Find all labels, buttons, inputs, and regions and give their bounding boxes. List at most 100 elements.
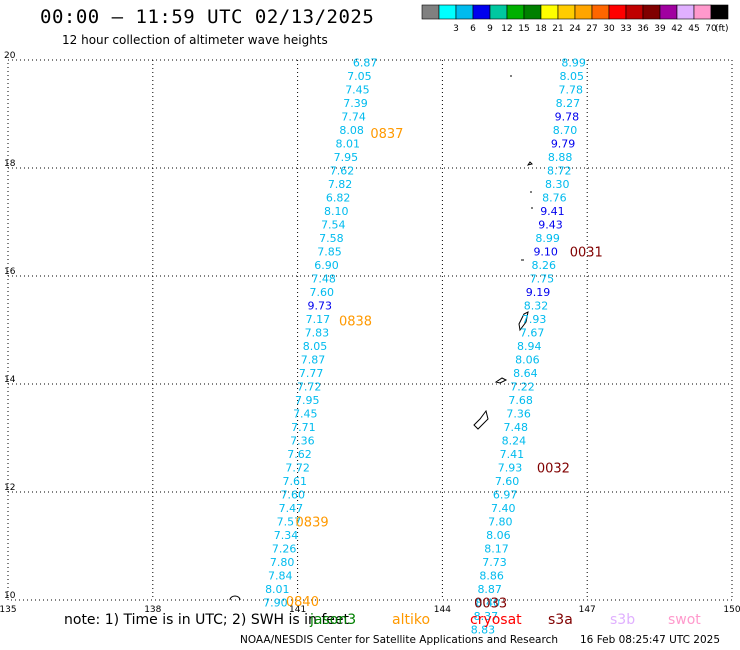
- page-title: 00:00 – 11:59 UTC 02/13/2025: [40, 6, 375, 28]
- mission-cryosat: cryosat: [470, 612, 522, 628]
- legend-tick-label: 36: [637, 24, 649, 34]
- wave-height-value: 7.72: [297, 381, 322, 394]
- wave-height-value: 8.37: [474, 610, 499, 623]
- wave-height-value: 7.39: [343, 97, 368, 110]
- wave-height-value: 7.45: [293, 408, 318, 421]
- wave-height-value: 7.78: [559, 84, 584, 97]
- wave-height-value: 7.61: [282, 475, 307, 488]
- wave-height-value: 8.24: [502, 435, 527, 448]
- legend-tick-label: 9: [487, 24, 493, 34]
- wave-height-value: 7.80: [270, 556, 295, 569]
- island-outline: [473, 409, 489, 430]
- mission-s3a: s3a: [548, 612, 573, 628]
- wave-height-value: 8.05: [560, 70, 585, 83]
- wave-height-value: 9.79: [551, 138, 576, 151]
- lon-tick-label: 144: [434, 605, 451, 615]
- track-east: 8.998.057.788.279.788.709.798.888.728.30…: [471, 57, 586, 637]
- wave-height-value: 8.32: [524, 300, 549, 313]
- wave-height-value: 9.78: [555, 111, 580, 124]
- wave-height-value: 7.57: [277, 516, 302, 529]
- wave-height-value: 9.19: [526, 286, 551, 299]
- wave-height-value: 8.17: [484, 543, 509, 556]
- wave-height-value: 7.83: [305, 327, 330, 340]
- legend-unit: (ft): [715, 24, 729, 34]
- coastline: [229, 75, 533, 601]
- generation-timestamp: 16 Feb 08:25:47 UTC 2025: [580, 634, 720, 646]
- wave-height-value: 8.99: [561, 57, 586, 70]
- wave-height-value: 7.48: [311, 273, 336, 286]
- wave-height-value: 7.87: [301, 354, 326, 367]
- legend-tick-label: 33: [620, 24, 631, 34]
- page-subtitle: 12 hour collection of altimeter wave hei…: [62, 33, 328, 47]
- wave-height-value: 8.06: [515, 354, 540, 367]
- wave-height-value: 9.41: [540, 205, 565, 218]
- legend-tick-label: 21: [552, 24, 563, 34]
- lon-tick-label: 147: [579, 605, 596, 615]
- wave-height-value: 8.01: [265, 583, 290, 596]
- wave-height-value: 7.74: [341, 111, 366, 124]
- pass-time-label: 0838: [339, 314, 372, 329]
- track-west: 6.877.057.457.397.748.088.017.957.627.82…: [263, 57, 377, 610]
- mission-altiko: altiko: [392, 612, 431, 628]
- wave-height-value: 7.62: [330, 165, 355, 178]
- wave-height-value: 7.60: [495, 475, 520, 488]
- legend-tick-label: 3: [453, 24, 459, 34]
- wave-height-value: 9.73: [308, 300, 333, 313]
- wave-height-value: 8.88: [548, 151, 573, 164]
- mission-jason3: jason3: [310, 612, 357, 628]
- pass-time-label: 0032: [537, 462, 570, 477]
- pass-time-label: 0837: [370, 127, 403, 142]
- wave-height-value: 7.85: [317, 246, 342, 259]
- wave-height-value: 8.08: [339, 124, 364, 137]
- wave-height-value: 7.77: [299, 367, 324, 380]
- wave-height-value: 7.80: [488, 516, 513, 529]
- wave-height-value: 7.90: [263, 597, 288, 610]
- legend-tick-label: 27: [586, 24, 597, 34]
- legend-tick-label: 45: [688, 24, 699, 34]
- wave-height-value: 7.60: [309, 286, 334, 299]
- wave-height-value: 8.70: [553, 124, 578, 137]
- wave-height-value: 7.41: [500, 448, 525, 461]
- wave-height-value: 7.68: [508, 394, 533, 407]
- wave-height-value: 8.94: [517, 340, 542, 353]
- legend-tick-label: 70: [705, 24, 717, 34]
- wave-height-value: 8.05: [303, 340, 328, 353]
- lat-tick-label: 16: [4, 267, 16, 277]
- credit-text: NOAA/NESDIS Center for Satellite Applica…: [240, 634, 558, 646]
- wave-height-value: 7.40: [491, 502, 516, 515]
- island-outline: [494, 377, 508, 384]
- wave-height-value: 7.60: [281, 489, 306, 502]
- wave-height-value: 7.75: [530, 273, 555, 286]
- mission-swot: swot: [668, 612, 701, 628]
- color-legend: 3 6 9 12 15 18 21 24 27 30 33 36 39 42 45 70(ft): [421, 4, 729, 34]
- legend-tick-label: 30: [603, 24, 615, 34]
- wave-height-value: 7.93: [498, 462, 523, 475]
- legend-swatch: [710, 4, 729, 20]
- wave-height-value: 7.67: [520, 327, 545, 340]
- lon-tick-label: 141: [289, 605, 306, 615]
- wave-height-value: 7.05: [347, 70, 372, 83]
- wave-height-value: 7.48: [504, 421, 529, 434]
- pass-time-label: 0840: [286, 595, 319, 610]
- wave-height-value: 7.62: [287, 448, 312, 461]
- legend-tick-label: 6: [470, 24, 476, 34]
- island-outline: [518, 311, 529, 332]
- mission-s3b: s3b: [610, 612, 636, 628]
- wave-height-value: 6.90: [314, 259, 339, 272]
- wave-height-value: 7.82: [328, 178, 353, 191]
- wave-height-value: 8.99: [535, 232, 560, 245]
- pass-time-label: 0839: [296, 516, 329, 531]
- legend-tick-label: 24: [569, 24, 581, 34]
- wave-height-value: 8.64: [513, 367, 538, 380]
- wave-height-value: 9.10: [533, 246, 558, 259]
- wave-height-value: 8.76: [542, 192, 567, 205]
- wave-height-value: 8.27: [556, 97, 581, 110]
- wave-height-value: 8.26: [532, 259, 557, 272]
- lon-tick-label: 135: [0, 605, 17, 615]
- pass-time-label: 0031: [570, 246, 603, 261]
- wave-height-value: 7.93: [522, 313, 547, 326]
- lat-tick-label: 12: [4, 483, 15, 493]
- wave-height-value: 8.86: [479, 570, 504, 583]
- wave-height-value: 6.82: [326, 192, 351, 205]
